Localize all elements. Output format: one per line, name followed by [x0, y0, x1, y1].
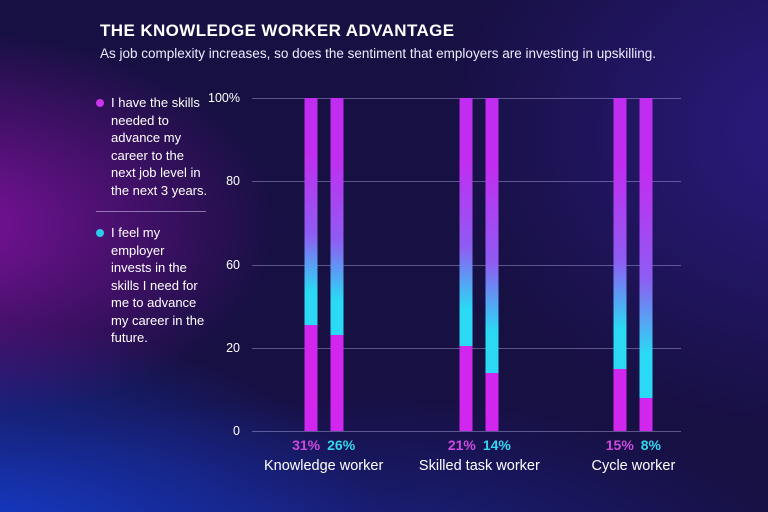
x-axis-group: 15% 8% Cycle worker — [591, 437, 675, 474]
value-label: 14% — [482, 437, 511, 453]
cyan-dot-icon — [96, 229, 104, 237]
page-title: THE KNOWLEDGE WORKER ADVANTAGE — [100, 21, 455, 40]
bar-value-segment — [639, 397, 653, 431]
y-axis-label: 20 — [226, 340, 240, 355]
bar-have-skills — [459, 98, 473, 431]
bar-employer-invests — [330, 98, 344, 431]
bar-gradient-segment — [459, 98, 473, 346]
bar-group — [459, 98, 499, 431]
bar-gradient-segment — [485, 98, 499, 373]
bar-gradient-segment — [304, 98, 318, 325]
legend-item-label: I have the skills needed to advance my c… — [111, 95, 208, 198]
bar-have-skills — [613, 98, 627, 431]
bar-value-segment — [485, 372, 499, 431]
page-subtitle: As job complexity increases, so does the… — [100, 46, 657, 61]
bar-gradient-segment — [330, 98, 344, 336]
value-label: 15% — [605, 437, 634, 453]
bar-group — [304, 98, 344, 431]
y-axis-label: 80 — [226, 174, 240, 189]
bar-gradient-segment — [613, 98, 627, 369]
y-axis-label: 0 — [233, 424, 240, 438]
chart-plot-area: 100% 80 60 20 0 — [208, 91, 681, 438]
magenta-dot-icon — [96, 99, 104, 107]
value-labels: 31% 26% — [264, 437, 383, 453]
x-axis-group: 31% 26% Knowledge worker — [264, 437, 383, 474]
value-label: 31% — [292, 437, 321, 453]
chart-legend: I have the skills needed to advance my c… — [96, 94, 208, 347]
gridline — [252, 431, 681, 432]
bar-employer-invests — [485, 98, 499, 431]
value-label: 21% — [447, 437, 476, 453]
bar-have-skills — [304, 98, 318, 431]
bar-value-segment — [330, 335, 344, 431]
y-axis-label: 100% — [208, 91, 240, 105]
value-labels: 15% 8% — [591, 437, 675, 453]
bar-value-segment — [459, 345, 473, 431]
legend-item-employer-invests: I feel my employer invests in the skills… — [96, 224, 208, 347]
bar-group — [613, 98, 653, 431]
value-labels: 21% 14% — [419, 437, 540, 453]
y-axis-label: 60 — [226, 257, 240, 272]
legend-item-have-skills: I have the skills needed to advance my c… — [96, 94, 208, 199]
legend-divider — [96, 211, 206, 212]
category-label: Knowledge worker — [263, 458, 384, 474]
bar-value-segment — [613, 368, 627, 431]
bar-gradient-segment — [639, 98, 653, 398]
value-label: 8% — [640, 437, 662, 453]
category-label: Cycle worker — [591, 458, 676, 474]
legend-item-label: I feel my employer invests in the skills… — [111, 225, 205, 345]
x-axis-group: 21% 14% Skilled task worker — [419, 437, 540, 474]
value-label: 26% — [327, 437, 356, 453]
bar-employer-invests — [639, 98, 653, 431]
category-label: Skilled task worker — [418, 458, 540, 474]
bar-value-segment — [304, 324, 318, 431]
